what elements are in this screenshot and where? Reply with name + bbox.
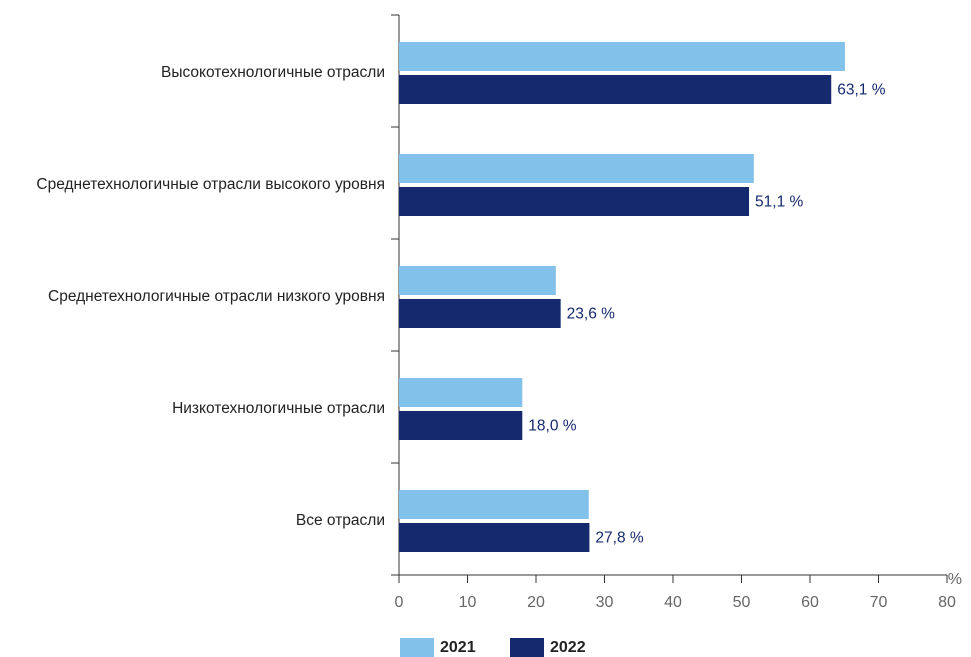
- x-tick-label: 10: [459, 594, 477, 611]
- x-tick-label: 30: [596, 594, 614, 611]
- x-unit: %: [948, 571, 962, 588]
- x-tick-label: 20: [527, 594, 545, 611]
- bar: [399, 42, 845, 71]
- x-tick-label: 40: [664, 594, 682, 611]
- category-label: Среднетехнологичные отрасли низкого уров…: [48, 288, 385, 305]
- category-label: Среднетехнологичные отрасли высокого уро…: [36, 176, 385, 193]
- x-tick-label: 80: [938, 594, 956, 611]
- category-label: Все отрасли: [296, 512, 385, 529]
- legend-swatch: [510, 638, 544, 657]
- bar: [399, 75, 832, 104]
- x-tick-label: 0: [395, 594, 404, 611]
- bar: [399, 154, 754, 183]
- value-label: 63,1 %: [837, 82, 885, 99]
- legend-label: 2021: [440, 639, 476, 656]
- bar: [399, 266, 556, 295]
- bar: [399, 299, 561, 328]
- bar: [399, 523, 590, 552]
- bar: [399, 378, 523, 407]
- x-tick-label: 70: [870, 594, 888, 611]
- category-label: Высокотехнологичные отрасли: [161, 64, 385, 81]
- category-label: Низкотехнологичные отрасли: [172, 400, 385, 417]
- legend-swatch: [400, 638, 434, 657]
- x-tick-label: 60: [801, 594, 819, 611]
- x-tick-label: 50: [733, 594, 751, 611]
- value-label: 27,8 %: [595, 530, 643, 547]
- value-label: 18,0 %: [528, 418, 576, 435]
- value-label: 23,6 %: [567, 306, 615, 323]
- bar: [399, 187, 750, 216]
- bar: [399, 411, 523, 440]
- bar: [399, 490, 589, 519]
- legend-label: 2022: [550, 639, 586, 656]
- value-label: 51,1 %: [755, 194, 803, 211]
